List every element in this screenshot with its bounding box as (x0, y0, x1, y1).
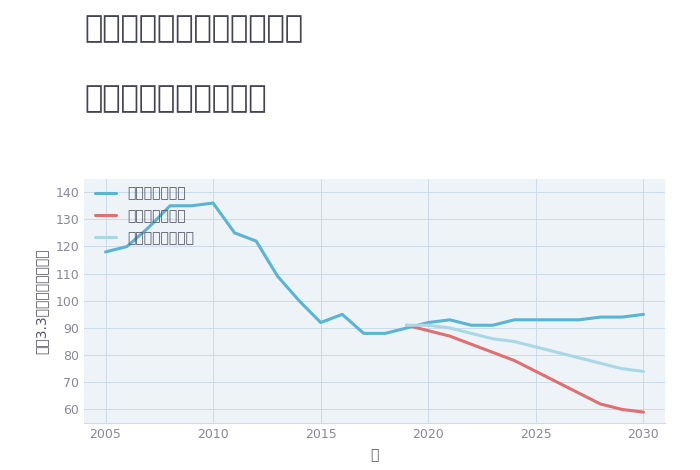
グッドシナリオ (252, 238, 260, 244)
グッドシナリオ (510, 317, 519, 322)
グッドシナリオ (553, 317, 561, 322)
グッドシナリオ (102, 249, 110, 255)
ノーマルシナリオ (639, 368, 648, 374)
Line: ノーマルシナリオ: ノーマルシナリオ (407, 325, 643, 371)
グッドシナリオ (230, 230, 239, 236)
グッドシナリオ (402, 325, 411, 331)
ノーマルシナリオ (510, 339, 519, 345)
バッドシナリオ (596, 401, 605, 407)
バッドシナリオ (575, 390, 583, 396)
ノーマルシナリオ (532, 344, 540, 350)
グッドシナリオ (166, 203, 174, 209)
グッドシナリオ (188, 203, 196, 209)
グッドシナリオ (618, 314, 626, 320)
バッドシナリオ (467, 341, 475, 347)
グッドシナリオ (424, 320, 433, 325)
バッドシナリオ (446, 333, 454, 339)
ノーマルシナリオ (467, 330, 475, 336)
Line: バッドシナリオ: バッドシナリオ (407, 325, 643, 412)
Line: グッドシナリオ: グッドシナリオ (106, 203, 643, 333)
グッドシナリオ (532, 317, 540, 322)
バッドシナリオ (553, 379, 561, 385)
グッドシナリオ (639, 312, 648, 317)
グッドシナリオ (122, 243, 131, 249)
バッドシナリオ (532, 368, 540, 374)
ノーマルシナリオ (553, 350, 561, 355)
グッドシナリオ (209, 200, 217, 206)
ノーマルシナリオ (489, 336, 497, 342)
グッドシナリオ (467, 322, 475, 328)
Text: 中古戸建ての価格推移: 中古戸建ての価格推移 (84, 85, 267, 114)
ノーマルシナリオ (575, 355, 583, 360)
グッドシナリオ (295, 298, 303, 304)
X-axis label: 年: 年 (370, 448, 379, 462)
グッドシナリオ (446, 317, 454, 322)
Y-axis label: 坪（3.3㎡）単価（万円）: 坪（3.3㎡）単価（万円） (34, 248, 48, 353)
ノーマルシナリオ (424, 322, 433, 328)
グッドシナリオ (144, 225, 153, 230)
ノーマルシナリオ (596, 360, 605, 366)
グッドシナリオ (596, 314, 605, 320)
グッドシナリオ (338, 312, 346, 317)
バッドシナリオ (618, 407, 626, 412)
バッドシナリオ (639, 409, 648, 415)
バッドシナリオ (402, 322, 411, 328)
グッドシナリオ (489, 322, 497, 328)
バッドシナリオ (489, 350, 497, 355)
バッドシナリオ (424, 328, 433, 334)
Text: 兵庫県豊岡市出石町松枝の: 兵庫県豊岡市出石町松枝の (84, 14, 303, 43)
バッドシナリオ (510, 358, 519, 363)
グッドシナリオ (575, 317, 583, 322)
Legend: グッドシナリオ, バッドシナリオ, ノーマルシナリオ: グッドシナリオ, バッドシナリオ, ノーマルシナリオ (90, 181, 200, 251)
ノーマルシナリオ (446, 325, 454, 331)
ノーマルシナリオ (618, 366, 626, 371)
ノーマルシナリオ (402, 322, 411, 328)
グッドシナリオ (381, 330, 389, 336)
グッドシナリオ (360, 330, 368, 336)
グッドシナリオ (274, 274, 282, 279)
グッドシナリオ (316, 320, 325, 325)
